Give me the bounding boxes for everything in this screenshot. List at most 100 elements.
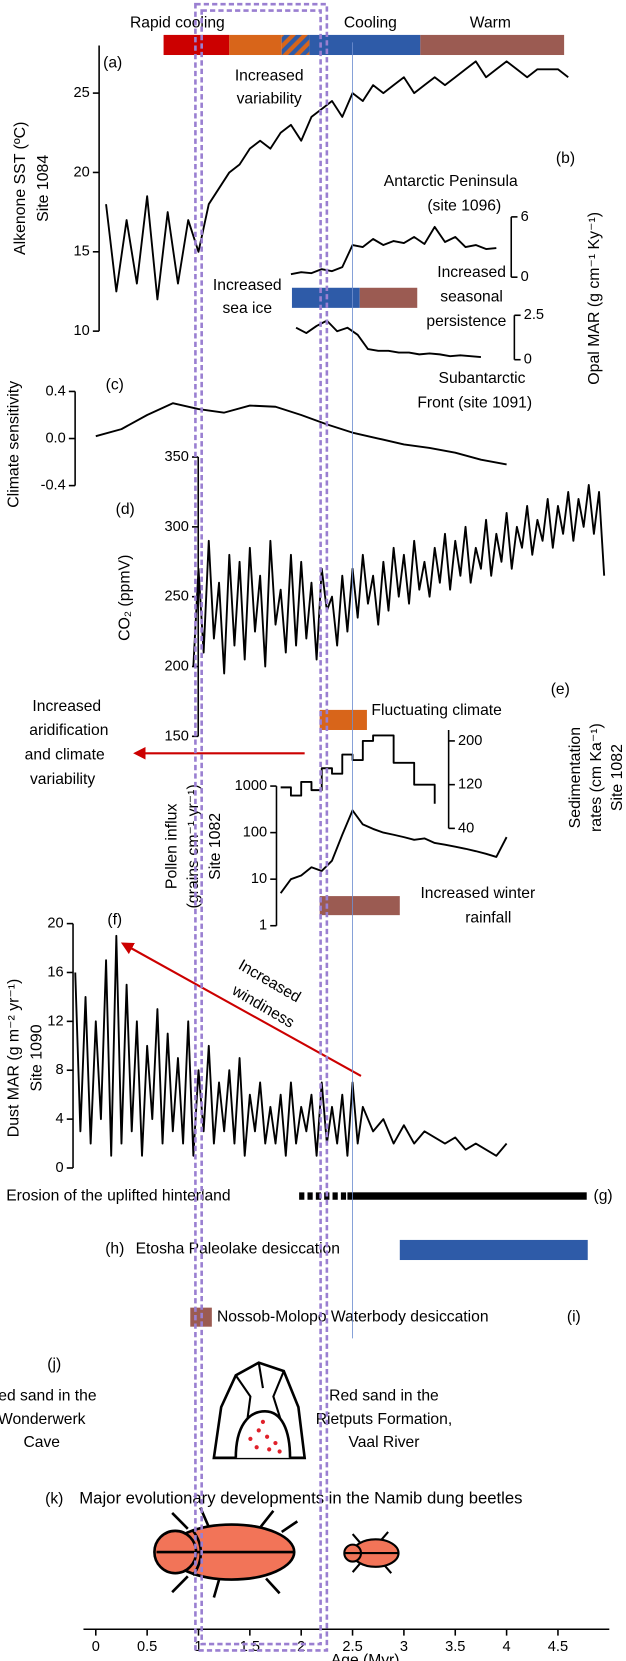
data-line: [105, 60, 569, 301]
x-axis-label: Age (Myr): [331, 1652, 400, 1661]
data-line: [95, 402, 507, 466]
y-tick-label: 200: [458, 733, 482, 749]
band-label: Increased: [437, 264, 506, 281]
y-tick-label: 1: [259, 918, 267, 934]
y-tick-label: 15: [73, 244, 89, 260]
data-line: [192, 484, 606, 675]
band: [319, 709, 367, 730]
x-tick-label: 0.5: [137, 1639, 157, 1655]
band-label: persistence: [426, 313, 506, 330]
band-label: Fluctuating climate: [371, 702, 502, 719]
band-label: Increased: [235, 67, 304, 84]
y-tick-label: 350: [164, 449, 188, 465]
panel-label: (h): [105, 1241, 124, 1258]
y-tick-label: 0: [521, 269, 529, 285]
y-axis-label: Site 1082: [609, 744, 626, 811]
x-tick-label: 2: [297, 1639, 305, 1655]
band-label: Increased: [213, 277, 282, 294]
side-text: Cave: [23, 1434, 60, 1451]
highlight-box: [200, 9, 322, 1646]
highlight-box: [194, 2, 329, 1652]
y-tick-label: 10: [251, 871, 267, 887]
y-tick-label: -0.4: [41, 477, 66, 493]
panel-label: (i): [567, 1308, 581, 1325]
panel-text: Erosion of the uplifted hinterland: [6, 1188, 230, 1205]
y-tick-label: 1000: [235, 778, 267, 794]
y-axis-label: Site 1084: [35, 155, 52, 222]
panel-label: (d): [116, 501, 135, 518]
y-axis-label: Climate sensitivity: [6, 381, 23, 508]
y-tick-label: 40: [458, 820, 474, 836]
band: [359, 287, 418, 308]
x-tick-label: 3: [400, 1639, 408, 1655]
panel-label: (f): [107, 912, 122, 929]
panel-label: (g): [593, 1188, 612, 1205]
beetle-small: [343, 1531, 400, 1574]
y-tick-label: 2.5: [524, 307, 544, 323]
panel-label: (j): [47, 1356, 61, 1373]
y-tick-label: 25: [73, 85, 89, 101]
x-tick-label: 4: [503, 1639, 511, 1655]
panel-text: Etosha Paleolake desiccation: [136, 1241, 340, 1258]
y-tick-label: 120: [458, 776, 482, 792]
annotation: Antarctic Peninsula: [384, 173, 518, 190]
band-label: Increased winter: [420, 885, 535, 902]
data-line: [290, 225, 497, 276]
x-tick-label: 1: [194, 1639, 202, 1655]
annotation: aridification: [29, 722, 108, 739]
panel-label: (a): [103, 55, 122, 72]
y-axis-label: Alkenone SST (ºC): [12, 122, 29, 255]
band: [347, 1192, 587, 1200]
panel-text: Major evolutionary developments in the N…: [79, 1488, 522, 1507]
side-text: Rietputs Formation,: [316, 1411, 452, 1428]
y-tick-label: 20: [73, 164, 89, 180]
y-tick-label: 0.0: [45, 430, 65, 446]
y-tick-label: 0: [56, 1160, 64, 1176]
y-tick-label: 250: [164, 589, 188, 605]
side-text: Vaal River: [348, 1434, 419, 1451]
data-line: [279, 809, 508, 894]
band-label: rainfall: [465, 909, 511, 926]
y-tick-label: 10: [73, 323, 89, 339]
x-tick-label: 2.5: [342, 1639, 362, 1655]
annotation: Increased: [32, 698, 101, 715]
beetle-large: [153, 1507, 299, 1598]
band-label: Warm: [470, 14, 511, 31]
band: [420, 34, 565, 56]
band: [309, 34, 421, 56]
y-axis-label: Sedimentation: [567, 727, 584, 828]
step-line: [280, 734, 436, 804]
y-tick-label: 0.4: [45, 383, 65, 399]
y-axis-label: CO₂ (ppmV): [116, 555, 133, 641]
band-label: seasonal: [440, 288, 503, 305]
y-tick-label: 300: [164, 519, 188, 535]
y-tick-label: 4: [56, 1111, 64, 1127]
y-axis-label: rates (cm Ka⁻¹): [588, 723, 605, 832]
panel-label: (b): [556, 150, 575, 167]
y-tick-label: 6: [521, 209, 529, 225]
y-axis-label: Dust MAR (g m⁻² yr⁻¹): [6, 979, 23, 1138]
x-tick-label: 4.5: [548, 1639, 568, 1655]
y-tick-label: 20: [47, 915, 63, 931]
data-line: [74, 934, 508, 1157]
cave-icon: [212, 1361, 307, 1460]
y-axis-label: Pollen influx: [163, 803, 180, 889]
band-label: Cooling: [344, 14, 397, 31]
panel-label: (e): [551, 681, 570, 698]
band-label: sea ice: [222, 300, 272, 317]
side-text: Red sand in the: [0, 1388, 97, 1405]
y-tick-label: 0: [524, 352, 532, 368]
y-axis-label: Opal MAR (g cm⁻¹ Ky⁻¹): [586, 212, 603, 385]
side-text: Red sand in the: [329, 1388, 439, 1405]
y-tick-label: 100: [243, 824, 267, 840]
y-axis-label: Site 1082: [207, 813, 224, 880]
y-tick-label: 200: [164, 658, 188, 674]
y-tick-label: 12: [47, 1013, 63, 1029]
y-tick-label: 16: [47, 964, 63, 980]
band: [319, 896, 400, 916]
y-tick-label: 8: [56, 1062, 64, 1078]
band-label: Rapid cooling: [130, 14, 225, 31]
x-tick-label: 0: [92, 1639, 100, 1655]
annotation: and climate: [25, 746, 105, 763]
